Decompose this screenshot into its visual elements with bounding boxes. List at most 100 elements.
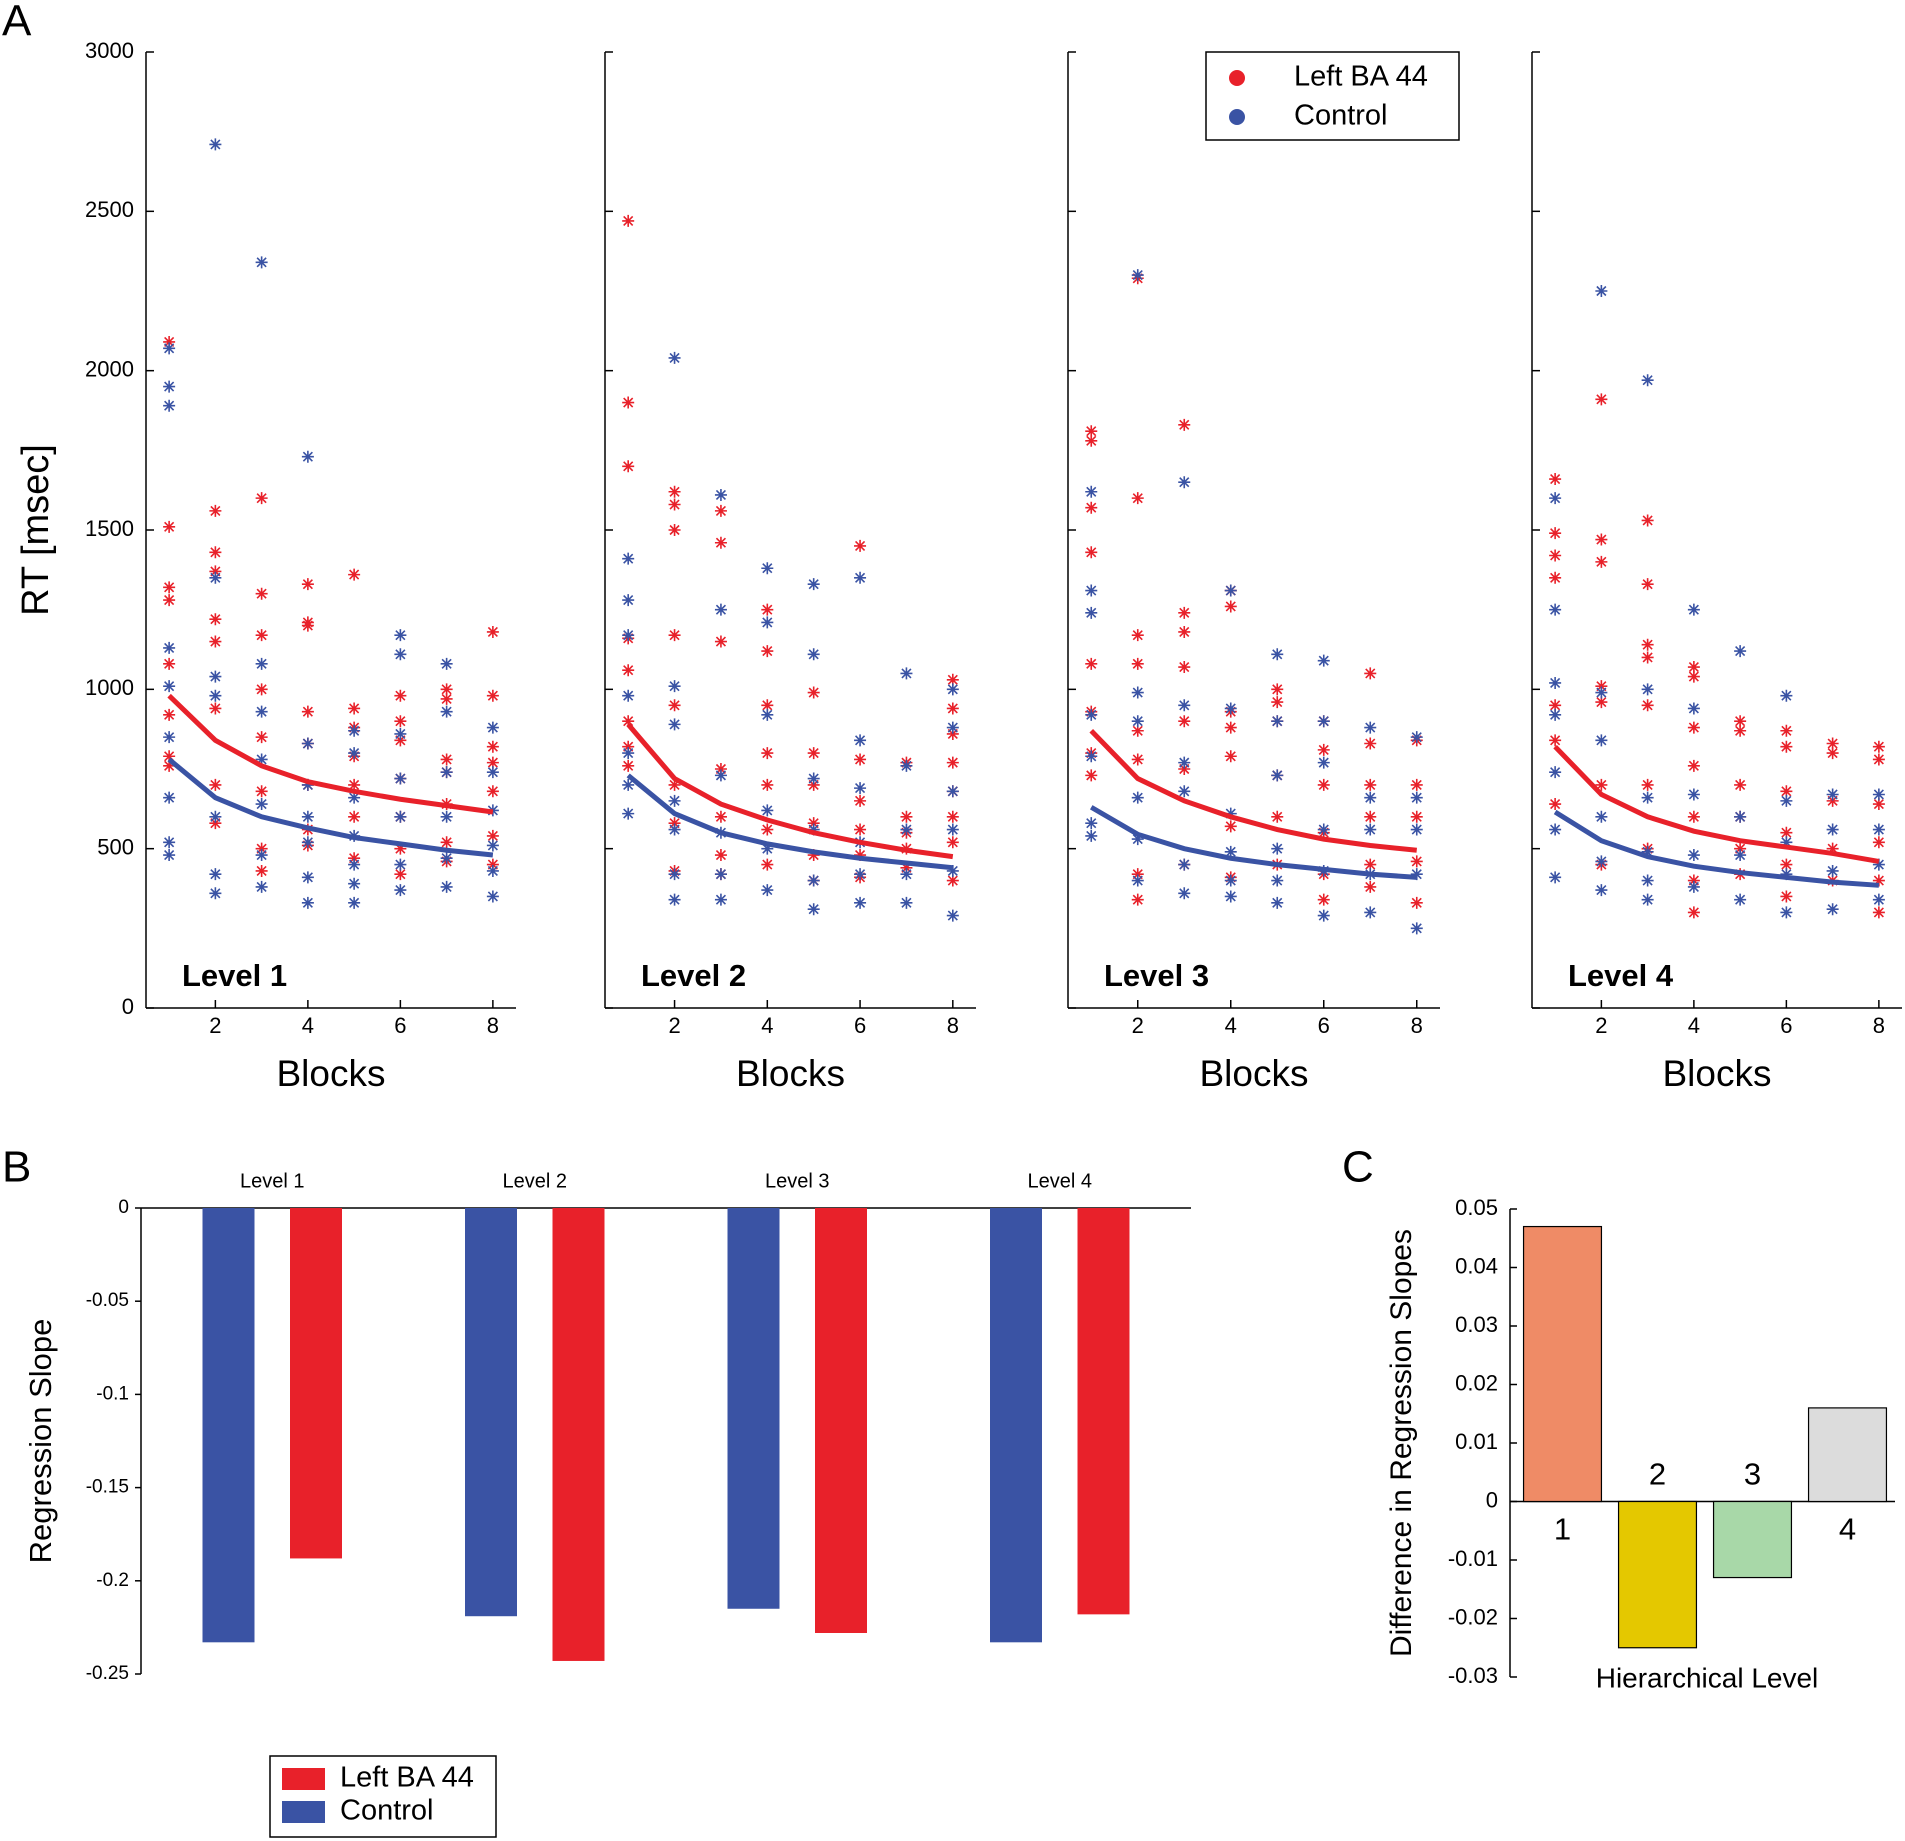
data-point: [1734, 645, 1747, 658]
data-point: [394, 884, 407, 897]
data-point: [486, 689, 499, 702]
data-point: [714, 763, 727, 775]
data-point: [1734, 778, 1747, 791]
data-point: [1872, 874, 1885, 887]
data-point: [255, 683, 268, 696]
data-point: [714, 536, 727, 549]
x-tick-label: 4: [302, 1013, 314, 1038]
data-point: [854, 849, 867, 862]
data-point: [301, 871, 314, 884]
data-point: [348, 778, 361, 791]
data-point: [1687, 788, 1700, 801]
data-point: [1178, 887, 1191, 900]
data-point: [1872, 823, 1885, 836]
data-point: [1734, 715, 1747, 728]
data-point: [1872, 893, 1885, 906]
y-tick-label: -0.03: [1448, 1663, 1498, 1688]
bar: [1712, 1500, 1793, 1579]
panel-title: Level 2: [641, 958, 746, 993]
data-point: [1317, 823, 1330, 836]
data-point: [714, 868, 727, 881]
y-tick-label: 0: [118, 1197, 129, 1218]
data-point: [209, 670, 222, 683]
bar: [202, 1208, 255, 1643]
data-point: [1826, 788, 1839, 801]
data-point: [1826, 794, 1839, 807]
data-point: [761, 699, 774, 712]
data-point: [163, 342, 176, 355]
data-point: [394, 868, 407, 881]
data-point: [1641, 638, 1654, 651]
category-label: 3: [1744, 1457, 1761, 1492]
data-point: [807, 817, 820, 830]
data-point: [714, 769, 727, 782]
y-tick-label: 0.05: [1455, 1195, 1498, 1220]
data-point: [1224, 750, 1237, 763]
data-point: [1178, 699, 1191, 712]
data-point: [1549, 708, 1562, 721]
legend-label: Left BA 44: [340, 1762, 474, 1794]
data-point: [1178, 858, 1191, 871]
x-axis-label: Hierarchical Level: [1596, 1662, 1819, 1693]
y-tick-label: 0.01: [1455, 1429, 1498, 1454]
data-point: [1410, 896, 1423, 909]
data-point: [1317, 654, 1330, 667]
category-label: Level 4: [1028, 1170, 1093, 1192]
data-point: [1595, 285, 1608, 297]
data-point: [807, 747, 820, 760]
data-point: [486, 785, 499, 798]
data-point: [1410, 778, 1423, 791]
data-point: [1085, 425, 1098, 438]
data-point: [255, 798, 268, 811]
data-point: [1410, 922, 1423, 935]
data-point: [946, 673, 959, 686]
data-point: [1641, 778, 1654, 791]
data-point: [622, 715, 635, 728]
y-tick-label: 2000: [85, 356, 134, 381]
bar: [465, 1208, 517, 1617]
data-point: [394, 772, 407, 785]
data-point: [1641, 578, 1654, 591]
data-point: [714, 635, 727, 648]
data-point: [946, 785, 959, 798]
data-point: [1410, 731, 1423, 744]
data-point: [1595, 680, 1608, 693]
data-point: [1780, 868, 1793, 881]
data-point: [761, 603, 774, 616]
data-point: [348, 568, 361, 581]
data-point: [761, 562, 774, 575]
data-point: [1780, 689, 1793, 702]
data-point: [1780, 794, 1793, 807]
data-point: [394, 810, 407, 823]
data-point: [1271, 696, 1284, 709]
data-point: [1131, 724, 1144, 737]
category-label: 4: [1839, 1512, 1856, 1547]
data-point: [807, 648, 820, 661]
bar: [552, 1208, 605, 1661]
data-point: [622, 664, 635, 677]
data-point: [486, 839, 499, 852]
mean-line: [626, 722, 954, 860]
data-point: [1178, 625, 1191, 638]
y-tick-label: -0.02: [1448, 1604, 1498, 1629]
data-point: [255, 880, 268, 893]
legend-box: [1205, 51, 1460, 141]
data-point: [1317, 909, 1330, 922]
data-point: [1687, 661, 1700, 674]
data-point: [1085, 817, 1098, 830]
y-tick-label: -0.25: [86, 1663, 129, 1684]
data-point: [1131, 657, 1144, 670]
data-point: [1641, 874, 1654, 887]
data-point: [622, 807, 635, 820]
data-point: [255, 864, 268, 877]
bar: [1617, 1500, 1698, 1649]
data-point: [946, 683, 959, 696]
data-point: [668, 498, 681, 511]
data-point: [1178, 715, 1191, 728]
data-point: [1085, 750, 1098, 763]
data-point: [1317, 715, 1330, 728]
data-point: [854, 734, 867, 747]
data-point: [946, 909, 959, 922]
y-tick-label: 500: [97, 834, 134, 859]
data-point: [440, 692, 453, 705]
